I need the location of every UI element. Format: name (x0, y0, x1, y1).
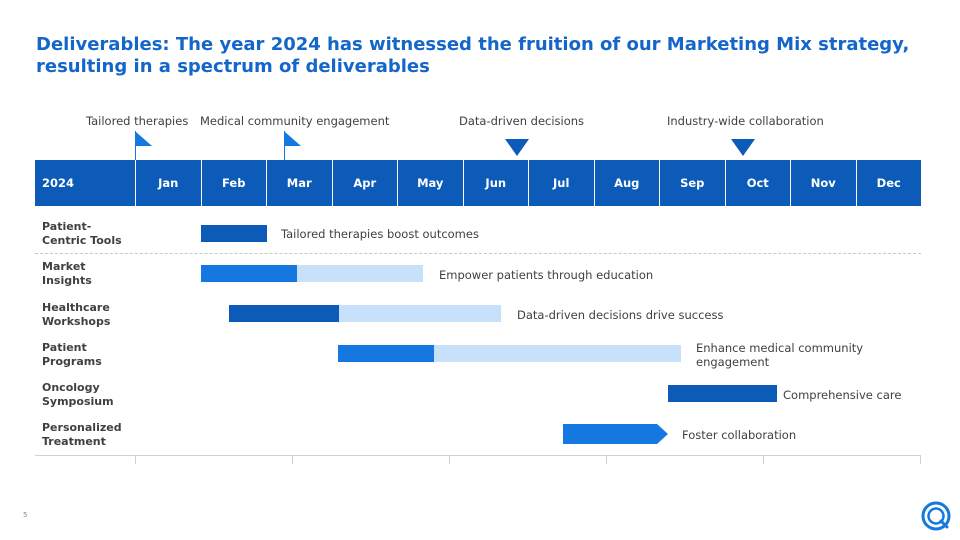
timeline-year: 2024 (42, 176, 75, 190)
axis-tick (763, 455, 764, 464)
month-jan: Jan (135, 160, 201, 206)
month-oct: Oct (724, 160, 791, 206)
row-label-patient-centric-tools: Patient- Centric Tools (42, 220, 122, 248)
month-mar: Mar (266, 160, 332, 206)
row-label-healthcare-workshops: Healthcare Workshops (42, 301, 110, 329)
row-label-line: Healthcare (42, 301, 110, 314)
bar-text-line: Enhance medical community (696, 341, 864, 355)
flag-icon (284, 131, 302, 161)
row-label-line: Patient- (42, 220, 92, 233)
bar-text-comprehensive-care: Comprehensive care (783, 388, 902, 402)
gantt-bar (201, 225, 267, 242)
axis-tick (920, 455, 921, 464)
milestone-label-tailored-therapies: Tailored therapies (86, 114, 189, 128)
axis-tick (135, 455, 136, 464)
row-label-line: Insights (42, 274, 92, 287)
row-label-line: Centric Tools (42, 234, 122, 247)
row-divider (35, 253, 921, 254)
month-may: May (397, 160, 463, 206)
gantt-bar-progress (338, 345, 434, 362)
bar-text-tailored-therapies: Tailored therapies boost outcomes (281, 227, 479, 241)
gantt-bar-remaining (297, 265, 423, 282)
row-label-market-insights: Market Insights (42, 260, 92, 288)
month-jul: Jul (528, 160, 594, 206)
month-sep: Sep (659, 160, 725, 206)
axis-tick (449, 455, 450, 464)
milestone-label-industry-wide: Industry-wide collaboration (667, 114, 824, 128)
row-label-line: Market (42, 260, 86, 273)
row-label-line: Programs (42, 355, 102, 368)
gantt-bar (668, 385, 777, 402)
gantt-bar-remaining (434, 345, 681, 362)
gantt-bar-arrow (563, 424, 669, 448)
bar-text-data-driven-success: Data-driven decisions drive success (517, 308, 724, 322)
row-label-line: Personalized (42, 421, 122, 434)
month-feb: Feb (200, 160, 267, 206)
row-label-patient-programs: Patient Programs (42, 341, 102, 369)
row-label-line: Treatment (42, 435, 106, 448)
month-dec: Dec (855, 160, 922, 206)
row-label-personalized-treatment: Personalized Treatment (42, 421, 122, 449)
page-number: 5 (23, 511, 28, 519)
milestone-label-data-driven: Data-driven decisions (459, 114, 585, 128)
month-jun: Jun (462, 160, 529, 206)
row-label-line: Patient (42, 341, 87, 354)
row-label-oncology-symposium: Oncology Symposium (42, 381, 114, 409)
month-nov: Nov (790, 160, 856, 206)
row-label-line: Workshops (42, 315, 111, 328)
slide-title: Deliverables: The year 2024 has witnesse… (36, 34, 910, 77)
timeline-baseline (35, 455, 921, 456)
month-aug: Aug (593, 160, 660, 206)
axis-tick (292, 455, 293, 464)
flag-icon (135, 131, 153, 161)
row-label-line: Symposium (42, 395, 114, 408)
bar-text-medical-community: Enhance medical community engagement (696, 341, 863, 369)
axis-tick (606, 455, 607, 464)
gantt-bar-remaining (339, 305, 501, 322)
gantt-bar-progress (201, 265, 297, 282)
milestone-label-medical-community: Medical community engagement (200, 114, 390, 128)
triangle-down-icon (731, 139, 755, 156)
bar-text-foster-collaboration: Foster collaboration (682, 428, 797, 442)
row-label-line: Oncology (42, 381, 100, 394)
month-apr: Apr (331, 160, 398, 206)
bar-text-empower-patients: Empower patients through education (439, 268, 654, 282)
bar-text-line: engagement (696, 355, 770, 369)
triangle-down-icon (505, 139, 529, 156)
timeline-header: 2024 Jan Feb Mar Apr May Jun Jul Aug Sep… (35, 160, 921, 206)
gantt-bar-progress (229, 305, 339, 322)
company-logo-icon (920, 500, 952, 536)
